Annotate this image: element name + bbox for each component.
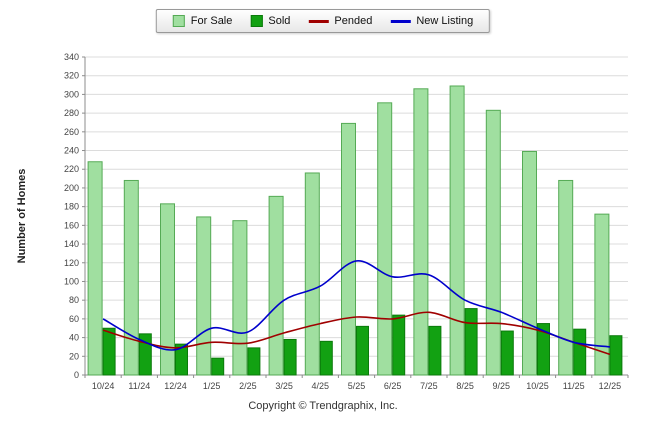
x-tick-label: 4/25: [312, 381, 330, 391]
y-tick-label: 300: [64, 89, 79, 99]
for-sale-bar: [522, 150, 537, 376]
y-tick-label: 180: [64, 202, 79, 212]
for-sale-bar: [377, 102, 393, 376]
x-tick-label: 5/25: [348, 381, 366, 391]
for-sale-bar: [304, 172, 320, 376]
new-listing-line-swatch-icon: [390, 19, 411, 23]
x-tick-label: 10/25: [526, 381, 549, 391]
y-tick-label: 60: [69, 314, 79, 324]
x-tick-label: 7/25: [420, 381, 438, 391]
y-tick-label: 20: [69, 351, 79, 361]
y-tick-label: 100: [64, 276, 79, 286]
legend-label-pended: Pended: [334, 15, 373, 27]
for-sale-bar: [558, 179, 574, 376]
sold-bar: [428, 325, 442, 376]
y-tick-label: 220: [64, 164, 79, 174]
legend-item-sold: Sold: [250, 15, 290, 27]
y-tick-label: 0: [74, 370, 79, 380]
sold-bar: [102, 327, 116, 376]
x-tick-label: 3/25: [275, 381, 293, 391]
for-sale-bar: [268, 195, 284, 376]
legend-item-new-listing: New Listing: [390, 15, 473, 27]
pended-line: [102, 311, 611, 356]
y-tick-label: 260: [64, 127, 79, 137]
y-tick-label: 320: [64, 71, 79, 81]
for-sale-bar: [485, 109, 501, 376]
legend-item-for-sale: For Sale: [172, 15, 233, 27]
for-sale-bar: [87, 161, 103, 376]
for-sale-bar: [594, 213, 610, 376]
x-tick-label: 12/24: [164, 381, 187, 391]
y-tick-label: 40: [69, 333, 79, 343]
sold-bar: [573, 328, 587, 376]
y-tick-label: 200: [64, 183, 79, 193]
legend-label-new-listing: New Listing: [416, 15, 474, 27]
y-tick-label: 240: [64, 146, 79, 156]
legend-label-for-sale: For Sale: [190, 15, 233, 27]
y-tick-label: 80: [69, 295, 79, 305]
x-tick-label: 8/25: [456, 381, 474, 391]
x-tick-label: 1/25: [203, 381, 221, 391]
for-sale-bar: [449, 85, 465, 376]
new-listing-line: [102, 260, 610, 351]
sold-bar: [500, 330, 514, 376]
legend-item-pended: Pended: [308, 15, 372, 27]
y-tick-label: 140: [64, 239, 79, 249]
x-tick-label: 2/25: [239, 381, 257, 391]
sold-bar: [356, 325, 369, 376]
for-sale-bar: [123, 179, 139, 376]
sold-bar: [175, 343, 188, 376]
y-tick-label: 120: [64, 258, 79, 268]
y-tick-label: 160: [64, 220, 79, 230]
sold-bar: [537, 323, 550, 376]
sold-bar: [211, 357, 225, 376]
copyright-text: Copyright © Trendgraphix, Inc.: [248, 400, 398, 412]
chart-legend: For Sale Sold Pended New Listing: [155, 9, 491, 33]
x-tick-label: 10/24: [92, 381, 115, 391]
y-tick-label: 340: [64, 52, 79, 62]
x-tick-label: 11/24: [128, 381, 150, 391]
x-tick-label: 12/25: [599, 381, 622, 391]
sold-bar: [392, 314, 406, 376]
sold-bar: [464, 308, 478, 376]
sold-bar: [283, 338, 297, 376]
sold-bar: [609, 335, 623, 376]
pended-line-swatch-icon: [308, 19, 329, 23]
for-sale-bar: [232, 220, 248, 376]
x-tick-label: 11/25: [563, 381, 585, 391]
sold-swatch-icon: [250, 15, 263, 27]
for-sale-swatch-icon: [172, 15, 185, 27]
y-tick-label: 280: [64, 108, 79, 118]
x-tick-label: 6/25: [384, 381, 402, 391]
legend-label-sold: Sold: [268, 15, 291, 27]
for-sale-bar: [196, 216, 212, 376]
for-sale-bar: [413, 88, 429, 376]
for-sale-bar: [341, 122, 356, 376]
sold-bar: [247, 347, 261, 376]
chart-svg: 0 20 40 60 80 100 120 140 160 180 200 220 240 260 280 3…: [64, 52, 629, 391]
x-tick-label: 9/25: [493, 381, 511, 391]
sold-bar: [319, 340, 333, 376]
for-sale-bar: [160, 203, 175, 376]
